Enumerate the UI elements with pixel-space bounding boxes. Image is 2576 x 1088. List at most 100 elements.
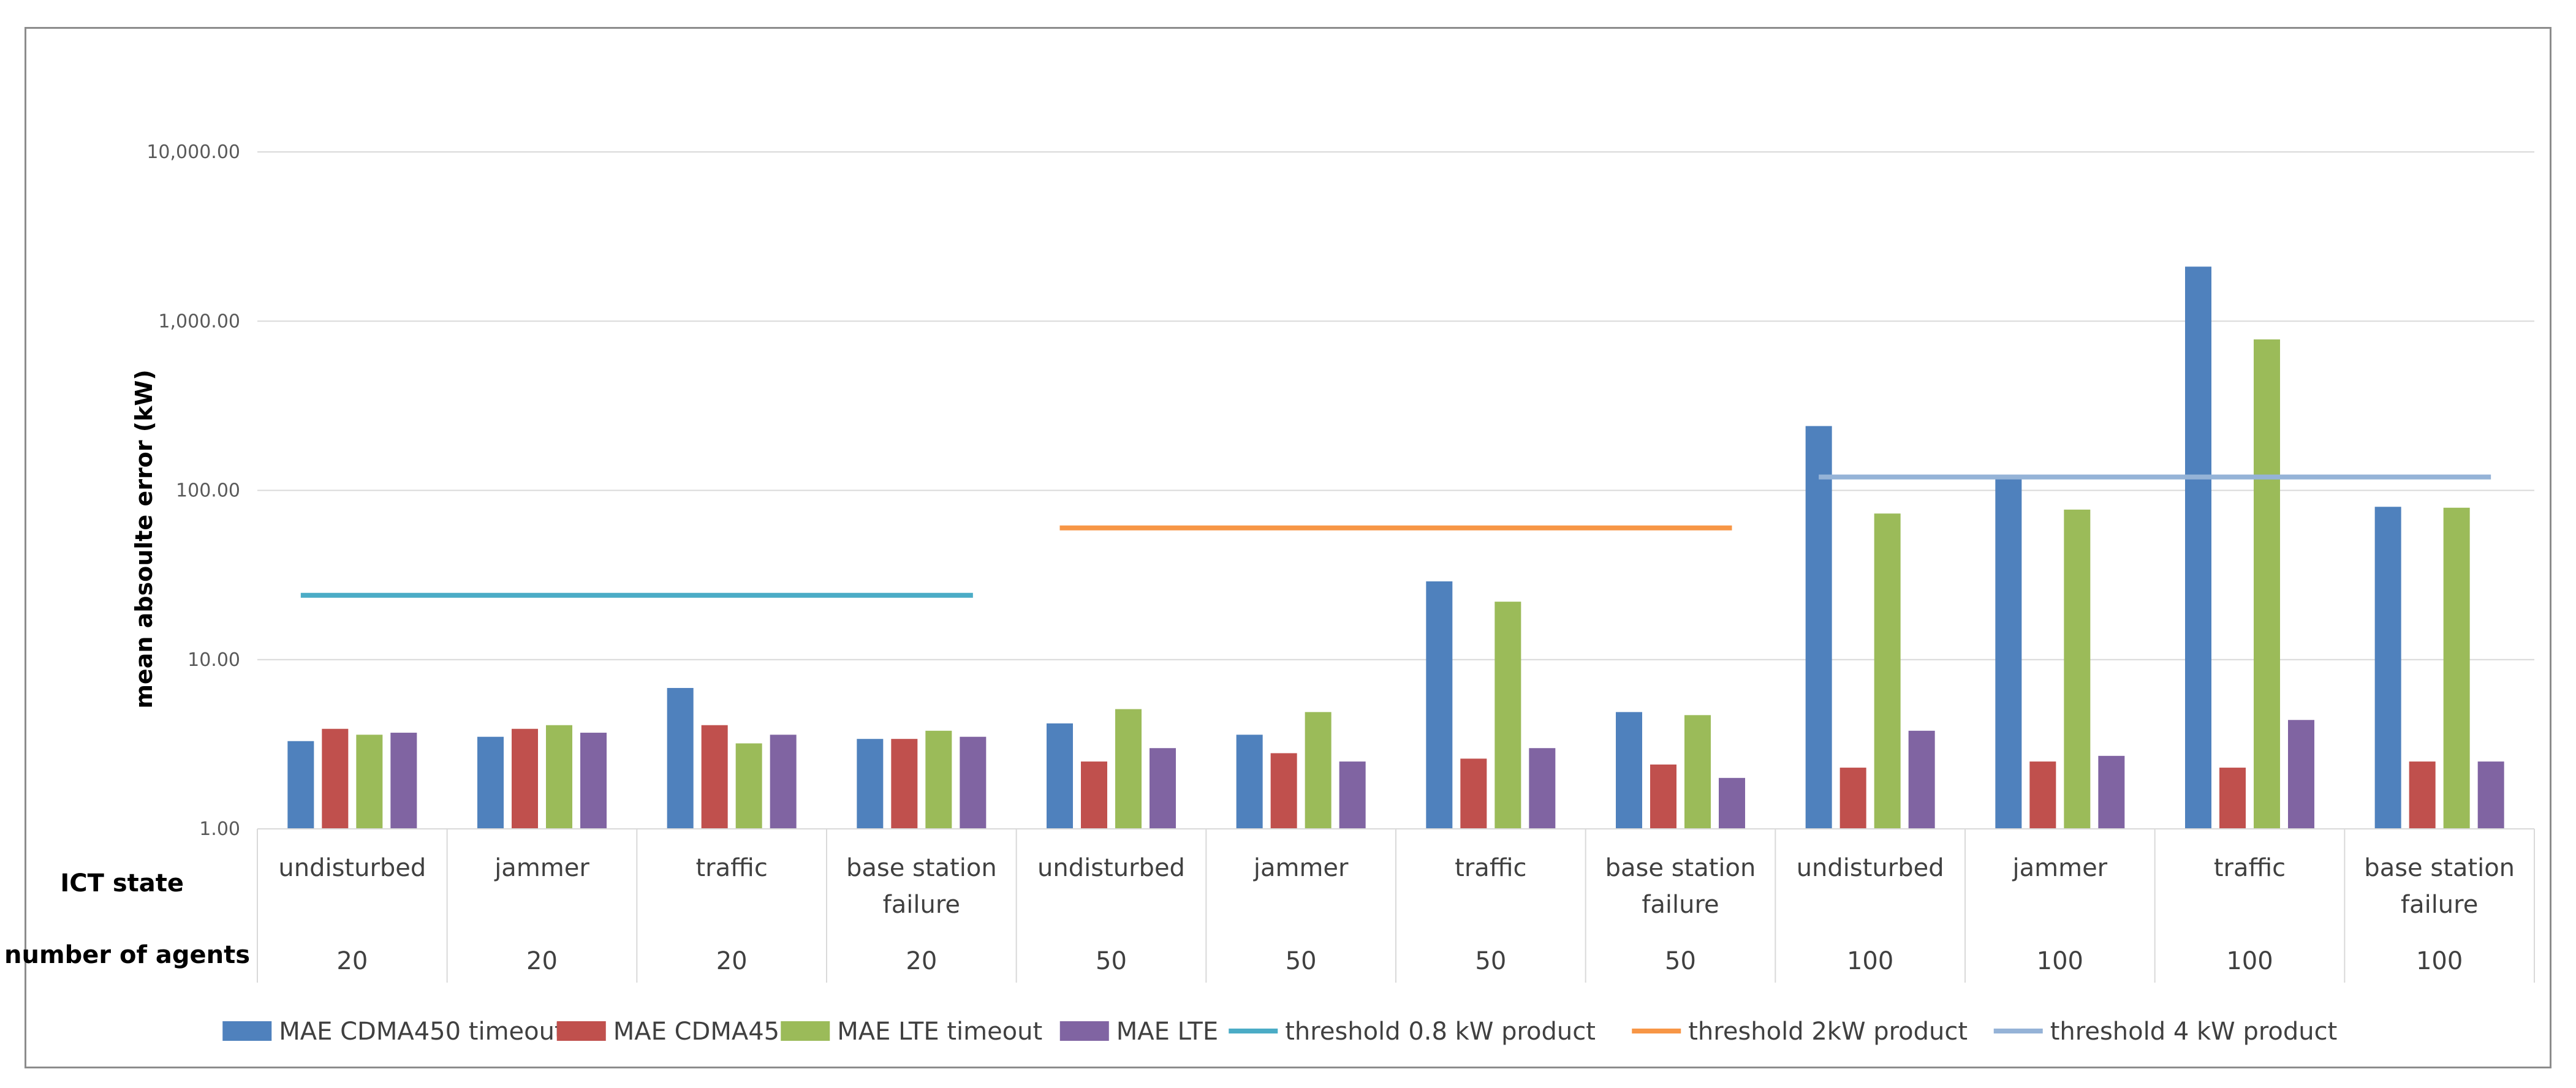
y-tick-label: 1.00 <box>199 818 240 840</box>
ict-state-label: failure <box>1642 891 1719 919</box>
bar <box>925 730 952 829</box>
row-label-agents: number of agents <box>4 941 250 969</box>
legend: MAE CDMA450 timeout MAE CDMA450 MAE LTE ti… <box>222 1018 2337 1046</box>
bar <box>2409 761 2436 829</box>
y-tick-label: 1,000.00 <box>158 311 240 332</box>
y-tick-label: 10,000.00 <box>146 142 240 163</box>
ict-state-label: base station <box>846 854 997 882</box>
bar <box>1529 748 1556 829</box>
ict-state-label: traffic <box>2214 854 2286 882</box>
agents-label: 100 <box>2037 947 2083 975</box>
agents-label: 20 <box>906 947 937 975</box>
agents-label: 100 <box>1847 947 1893 975</box>
bar <box>2029 761 2056 829</box>
legend-label: MAE CDMA450 <box>613 1018 795 1046</box>
bar <box>1494 602 1521 829</box>
bar <box>1805 426 1832 829</box>
bar <box>1115 709 1142 829</box>
bar <box>2374 507 2401 829</box>
ict-state-label: jammer <box>494 854 589 882</box>
chart-frame <box>25 27 2551 1068</box>
bar <box>2098 755 2125 829</box>
bar <box>701 725 728 829</box>
bar <box>2064 509 2091 829</box>
bar <box>1270 753 1297 829</box>
bar <box>1047 723 1073 829</box>
bar-series <box>287 266 2504 829</box>
bar <box>1236 735 1263 829</box>
y-axis-label: mean absoulte error (kW) <box>131 369 157 708</box>
legend-swatch <box>556 1021 606 1041</box>
legend-label: threshold 4 kW product <box>2050 1018 2338 1046</box>
bar <box>2185 266 2211 829</box>
bar <box>1995 477 2022 829</box>
bar <box>1874 513 1901 829</box>
legend-swatch <box>222 1021 272 1041</box>
y-tick-label: 10.00 <box>188 649 240 671</box>
bar <box>546 725 572 829</box>
agents-label: 50 <box>1096 947 1127 975</box>
legend-swatch <box>781 1021 830 1041</box>
bar <box>1339 761 1366 829</box>
ict-state-label: undisturbed <box>1797 854 1944 882</box>
ict-state-label: traffic <box>696 854 768 882</box>
agents-label: 20 <box>336 947 368 975</box>
ict-state-label: base station <box>2364 854 2515 882</box>
agents-label: 50 <box>1286 947 1317 975</box>
bar <box>960 736 987 829</box>
category-table: ICT state number of agents undisturbed 20 ja… <box>4 828 2535 983</box>
ict-state-label: base station <box>1605 854 1756 882</box>
bar <box>580 733 607 829</box>
bar <box>857 739 884 829</box>
y-tick-label: 100.00 <box>176 480 240 502</box>
ict-state-label: failure <box>883 891 960 919</box>
bar <box>2288 720 2314 829</box>
bar <box>512 728 538 829</box>
agents-label: 100 <box>2226 947 2273 975</box>
bar <box>356 735 383 829</box>
bar <box>1684 715 1711 829</box>
bar <box>1460 758 1487 829</box>
bar <box>1839 768 1866 829</box>
ict-state-label: failure <box>2401 891 2478 919</box>
bar <box>770 735 797 829</box>
legend-swatch <box>1059 1021 1109 1041</box>
bar <box>2477 761 2504 829</box>
agents-label: 100 <box>2416 947 2463 975</box>
bar <box>322 728 349 829</box>
legend-label: MAE LTE <box>1116 1018 1218 1046</box>
bar <box>1081 761 1107 829</box>
bar <box>667 688 694 829</box>
bar <box>891 739 918 829</box>
bar <box>287 741 314 829</box>
legend-label: MAE CDMA450 timeout <box>279 1018 564 1046</box>
threshold-lines <box>300 474 2491 598</box>
bar <box>2443 507 2470 829</box>
agents-label: 20 <box>716 947 748 975</box>
legend-label: MAE LTE timeout <box>837 1018 1042 1046</box>
bar <box>1719 777 1745 829</box>
agents-label: 50 <box>1665 947 1696 975</box>
bar <box>477 736 504 829</box>
bar <box>390 733 417 829</box>
agents-label: 50 <box>1475 947 1506 975</box>
ict-state-label: jammer <box>2012 854 2108 882</box>
bar <box>2219 768 2246 829</box>
bar <box>1908 730 1935 829</box>
bar <box>1426 581 1453 829</box>
agents-label: 20 <box>526 947 558 975</box>
ict-state-label: undisturbed <box>278 854 426 882</box>
bar <box>1305 712 1332 829</box>
ict-state-label: undisturbed <box>1037 854 1185 882</box>
legend-label: threshold 2kW product <box>1688 1018 1968 1046</box>
y-axis-ticks: 1.00 10.00 100.00 1,000.00 10,000.00 <box>146 142 240 840</box>
bar <box>735 743 762 829</box>
bar <box>1616 712 1642 829</box>
legend-label: threshold 0.8 kW product <box>1285 1018 1596 1046</box>
bar <box>1650 764 1676 829</box>
bar <box>1150 748 1176 829</box>
ict-state-label: jammer <box>1253 854 1349 882</box>
ict-state-label: traffic <box>1455 854 1526 882</box>
row-label-ict-state: ICT state <box>60 869 184 897</box>
